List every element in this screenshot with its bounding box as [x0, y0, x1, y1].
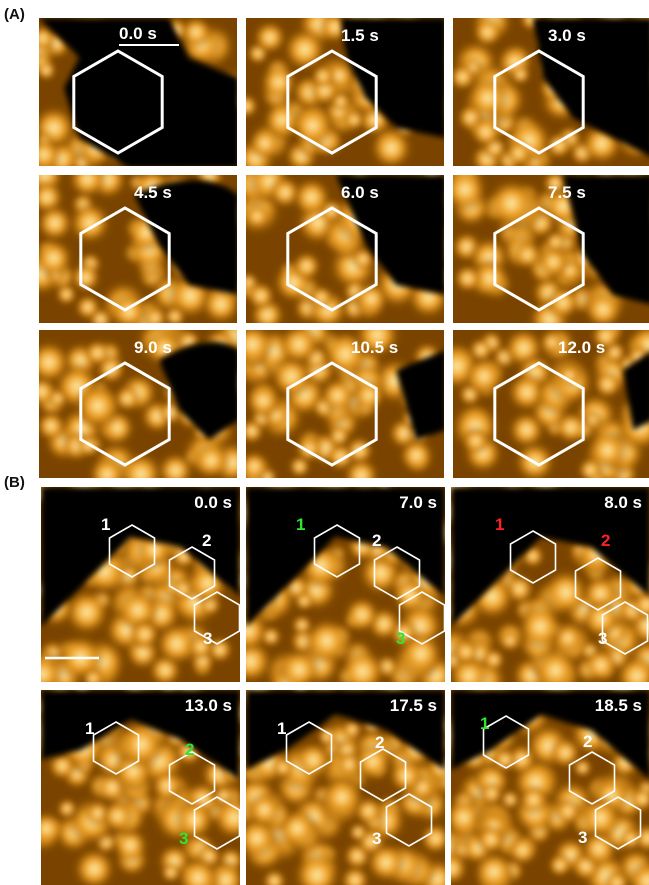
- stm-image: [453, 18, 649, 166]
- timestamp: 4.5 s: [134, 183, 172, 202]
- hexagon-outline: [79, 361, 171, 467]
- site-label-3: 3: [372, 829, 382, 848]
- hexagon-outline: [285, 721, 333, 775]
- timestamp: 17.5 s: [389, 696, 437, 715]
- hexagon-outline: [193, 796, 240, 850]
- site-label-3: 3: [598, 629, 608, 648]
- stm-image: [246, 487, 445, 682]
- hexagon-outline: [92, 721, 140, 775]
- hexagon-outline: [72, 49, 164, 155]
- hexagon-outline: [79, 206, 171, 312]
- frame-b-4: 13.0 s 1 2 3: [41, 690, 240, 885]
- hexagon-outline: [286, 206, 378, 312]
- timestamp: 12.0 s: [558, 338, 606, 357]
- frame-b-3: 8.0 s 1 2 3: [451, 487, 649, 682]
- hexagon-outline: [574, 557, 622, 611]
- hexagon-outline: [594, 796, 642, 850]
- stm-image: [39, 330, 237, 478]
- hexagon-outline: [509, 530, 557, 584]
- timestamp: 0.0 s: [119, 24, 157, 43]
- frame-a-4: 4.5 s: [39, 175, 237, 323]
- hexagon-outline: [168, 546, 216, 600]
- timestamp: 6.0 s: [341, 183, 379, 202]
- stm-image: [451, 487, 649, 682]
- hexagon-outline: [286, 49, 378, 155]
- stm-image: [39, 18, 237, 166]
- hexagon-outline: [398, 591, 445, 645]
- site-label-3: 3: [578, 828, 588, 847]
- frame-a-2: 1.5 s: [246, 18, 444, 166]
- hexagon-outline: [482, 715, 530, 769]
- timestamp: 10.5 s: [351, 338, 399, 357]
- hexagon-outline: [193, 591, 240, 645]
- stm-image: [453, 175, 649, 323]
- stm-image: [39, 175, 237, 323]
- frame-a-1: 0.0 s: [39, 18, 237, 166]
- hexagon-outline: [493, 49, 585, 155]
- frame-b-1: 0.0 s 1 2 3: [41, 487, 240, 682]
- timestamp: 1.5 s: [341, 26, 379, 45]
- hexagon-outline: [568, 751, 616, 805]
- hexagon-outline: [493, 206, 585, 312]
- stm-image: [453, 330, 649, 478]
- site-label-1: 1: [277, 719, 287, 738]
- timestamp: 13.0 s: [184, 696, 232, 715]
- stm-image: [246, 175, 444, 323]
- frame-b-2: 7.0 s 1 2 3: [246, 487, 445, 682]
- timestamp: 7.5 s: [548, 183, 586, 202]
- site-label-1: 1: [480, 714, 490, 733]
- hexagon-outline: [359, 748, 407, 802]
- frame-b-5: 17.5 s 1 2 3: [246, 690, 445, 885]
- frame-a-9: 12.0 s: [453, 330, 649, 478]
- site-label-2: 2: [583, 732, 593, 751]
- timestamp: 7.0 s: [399, 493, 437, 512]
- stm-image: [451, 690, 649, 885]
- stm-image: [246, 690, 445, 885]
- timestamp: 3.0 s: [548, 26, 586, 45]
- site-label-1: 1: [296, 515, 306, 534]
- site-label-3: 3: [396, 629, 406, 648]
- panel-a-label: (A): [4, 6, 25, 23]
- panel-b-label: (B): [4, 474, 25, 491]
- hexagon-outline: [601, 601, 649, 655]
- site-label-2: 2: [372, 531, 382, 550]
- hexagon-outline: [373, 546, 421, 600]
- stm-image: [246, 18, 444, 166]
- hexagon-outline: [168, 751, 216, 805]
- stm-image: [41, 487, 240, 682]
- site-label-2: 2: [202, 531, 212, 550]
- hexagon-outline: [493, 361, 585, 467]
- hexagon-outline: [108, 524, 156, 578]
- frame-a-3: 3.0 s: [453, 18, 649, 166]
- site-label-1: 1: [85, 719, 95, 738]
- site-label-2: 2: [601, 531, 611, 550]
- timestamp: 18.5 s: [594, 696, 642, 715]
- stm-image: [41, 690, 240, 885]
- frame-a-6: 7.5 s: [453, 175, 649, 323]
- frame-a-8: 10.5 s: [246, 330, 444, 478]
- hexagon-outline: [313, 524, 361, 578]
- timestamp: 0.0 s: [194, 493, 232, 512]
- frame-a-5: 6.0 s: [246, 175, 444, 323]
- stm-image: [246, 330, 444, 478]
- hexagon-outline: [286, 361, 378, 467]
- timestamp: 8.0 s: [604, 493, 642, 512]
- timestamp: 9.0 s: [134, 338, 172, 357]
- site-label-3: 3: [179, 829, 189, 848]
- site-label-1: 1: [101, 515, 111, 534]
- frame-b-6: 18.5 s 1 2 3: [451, 690, 649, 885]
- frame-a-7: 9.0 s: [39, 330, 237, 478]
- site-label-3: 3: [203, 629, 213, 648]
- hexagon-outline: [385, 793, 433, 847]
- site-label-2: 2: [185, 740, 195, 759]
- site-label-1: 1: [495, 515, 505, 534]
- site-label-2: 2: [375, 733, 385, 752]
